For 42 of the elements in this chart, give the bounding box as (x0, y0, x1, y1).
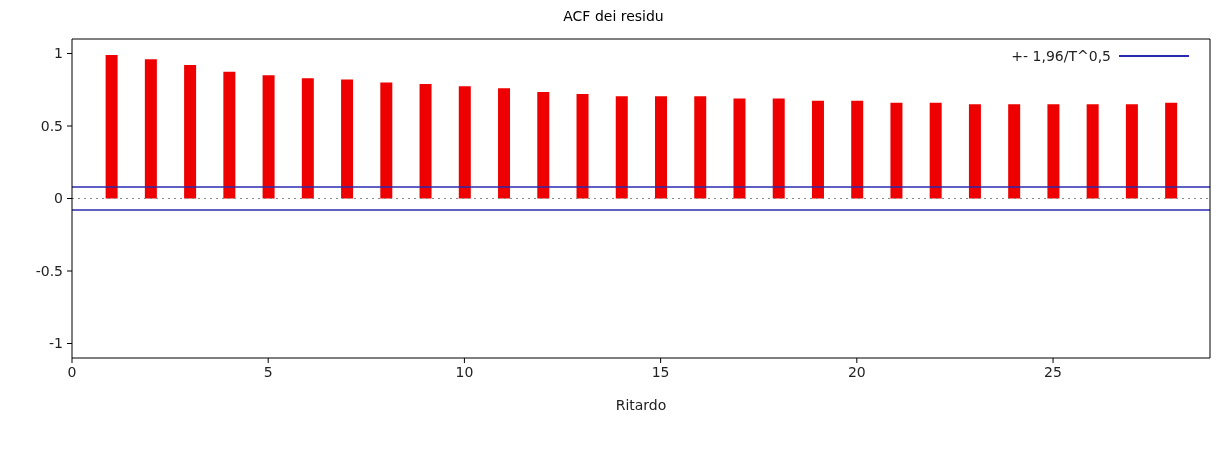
bar (419, 83, 432, 199)
bar (223, 71, 236, 199)
x-tick-label: 0 (67, 363, 77, 380)
bar (1165, 102, 1178, 199)
bar (498, 88, 511, 199)
bar (890, 102, 903, 199)
x-tick-label: 25 (1044, 363, 1062, 380)
bar (262, 75, 275, 199)
x-tick-label: 20 (847, 363, 866, 380)
bar (615, 96, 628, 199)
bar (811, 100, 824, 199)
bar (733, 98, 746, 199)
y-tick-label: 0.5 (40, 117, 63, 134)
bar (694, 96, 707, 199)
bar (341, 79, 354, 199)
bar (184, 65, 197, 199)
x-tick-label: 5 (263, 363, 273, 380)
bar (537, 91, 550, 199)
x-tick-label: 15 (651, 363, 670, 380)
bar (1125, 104, 1138, 199)
bar (772, 98, 785, 199)
bar (1086, 104, 1099, 199)
bar (144, 59, 157, 199)
x-axis-title: Ritardo (615, 397, 667, 413)
bar (968, 104, 981, 199)
y-tick-label: 0 (54, 190, 63, 207)
legend-label: +- 1,96/T^0,5 (1011, 48, 1111, 64)
bar (929, 102, 942, 199)
bar (380, 82, 393, 199)
bar (105, 54, 118, 199)
bar (655, 96, 667, 199)
y-tick-label: -0.5 (35, 262, 63, 279)
bar (1047, 104, 1060, 199)
bar (1008, 104, 1021, 199)
y-tick-label: 1 (54, 45, 63, 62)
y-tick-label: -1 (49, 335, 63, 352)
bar (576, 94, 589, 199)
bar (301, 78, 314, 199)
bar (458, 86, 471, 199)
bar (851, 100, 864, 199)
x-tick-label: 10 (455, 363, 474, 380)
chart-title: ACF dei residu (562, 8, 665, 26)
